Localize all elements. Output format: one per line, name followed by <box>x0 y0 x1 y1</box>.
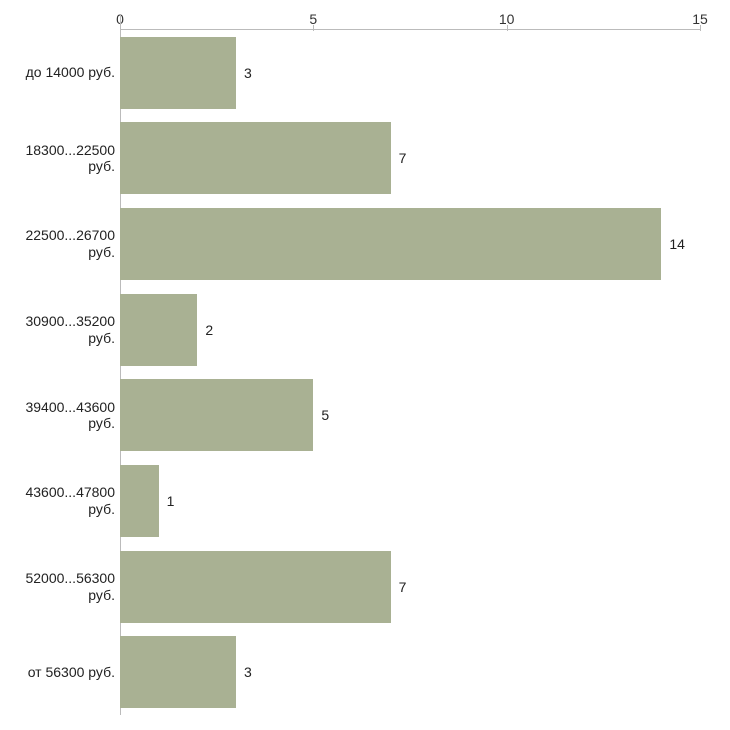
bar-row-4: 39400...43600 руб. 5 <box>120 373 700 459</box>
value-label-7: 3 <box>244 664 252 680</box>
value-label-5: 1 <box>167 493 175 509</box>
bar-3[interactable] <box>120 294 197 366</box>
bar-row-6: 52000...56300 руб. 7 <box>120 544 700 630</box>
category-label-6: 52000...56300 руб. <box>5 570 115 604</box>
bar-row-0: до 14000 руб. 3 <box>120 30 700 116</box>
value-label-0: 3 <box>244 65 252 81</box>
axis-tick-mark-15 <box>700 25 701 31</box>
bar-row-7: от 56300 руб. 3 <box>120 629 700 715</box>
category-label-5: 43600...47800 руб. <box>5 484 115 518</box>
value-label-1: 7 <box>399 150 407 166</box>
bar-row-3: 30900...35200 руб. 2 <box>120 287 700 373</box>
value-label-4: 5 <box>321 407 329 423</box>
bar-chart: 051015 до 14000 руб.318300...22500 руб.7… <box>0 0 730 730</box>
category-label-3: 30900...35200 руб. <box>5 313 115 347</box>
category-label-0: до 14000 руб. <box>5 64 115 81</box>
bar-row-5: 43600...47800 руб. 1 <box>120 458 700 544</box>
bar-4[interactable] <box>120 379 313 451</box>
bars-container: до 14000 руб. 3 18300...22500 руб. 7 22500..… <box>120 30 700 715</box>
bar-1[interactable] <box>120 122 391 194</box>
bar-0[interactable] <box>120 37 236 109</box>
bar-row-1: 18300...22500 руб. 7 <box>120 116 700 202</box>
category-label-4: 39400...43600 руб. <box>5 399 115 433</box>
bar-7[interactable] <box>120 636 236 708</box>
top-axis: 051015 <box>120 15 700 30</box>
value-label-6: 7 <box>399 579 407 595</box>
category-label-7: от 56300 руб. <box>5 664 115 681</box>
bar-row-2: 22500...26700 руб. 14 <box>120 201 700 287</box>
value-label-2: 14 <box>669 236 685 252</box>
bar-5[interactable] <box>120 465 159 537</box>
value-label-3: 2 <box>205 322 213 338</box>
bar-6[interactable] <box>120 551 391 623</box>
bar-2[interactable] <box>120 208 661 280</box>
category-label-1: 18300...22500 руб. <box>5 142 115 176</box>
category-label-2: 22500...26700 руб. <box>5 227 115 261</box>
